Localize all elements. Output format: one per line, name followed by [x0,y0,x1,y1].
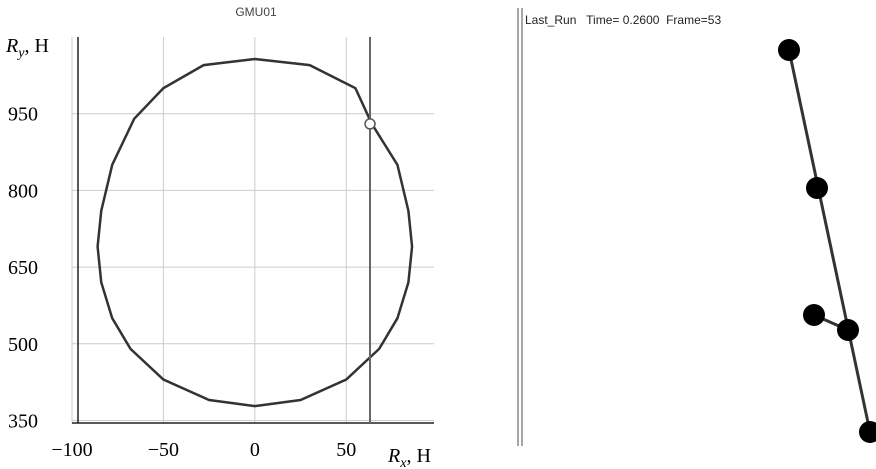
joint [806,177,828,199]
mechanism [789,50,870,432]
y-label-unit: , H [24,35,48,57]
joints [778,39,876,443]
joint [778,39,800,61]
y-tick-label: 350 [8,410,38,432]
y-tick-label: 950 [8,104,38,126]
y-tick-label: 800 [8,180,38,202]
x-label-unit: , H [406,445,430,467]
joint [803,304,825,326]
joint [859,421,876,443]
figure: GMU01 Ry, H Rx, H −100 −50 0 50 350 500 650 800… [0,0,876,469]
x-label-symbol: R [387,445,400,467]
x-axis-label: Rx, H [387,445,431,469]
viewer-header: Last_Run Time= 0.2600 Frame=53 [525,13,721,27]
x-tick-label: −50 [148,439,179,461]
y-tick-label: 650 [8,257,38,279]
y-axis-label: Ry, H [5,35,49,61]
link [789,50,870,432]
x-tick-label: 50 [336,439,356,461]
plot: −100 −50 0 50 350 500 650 800 950 [8,37,434,461]
x-tick-label: 0 [250,439,260,461]
x-tick-label: −100 [51,439,92,461]
current-point [365,119,375,129]
chart-title: GMU01 [235,5,277,19]
y-tick-label: 500 [8,334,38,356]
y-label-symbol: R [5,35,18,57]
joint [837,319,859,341]
